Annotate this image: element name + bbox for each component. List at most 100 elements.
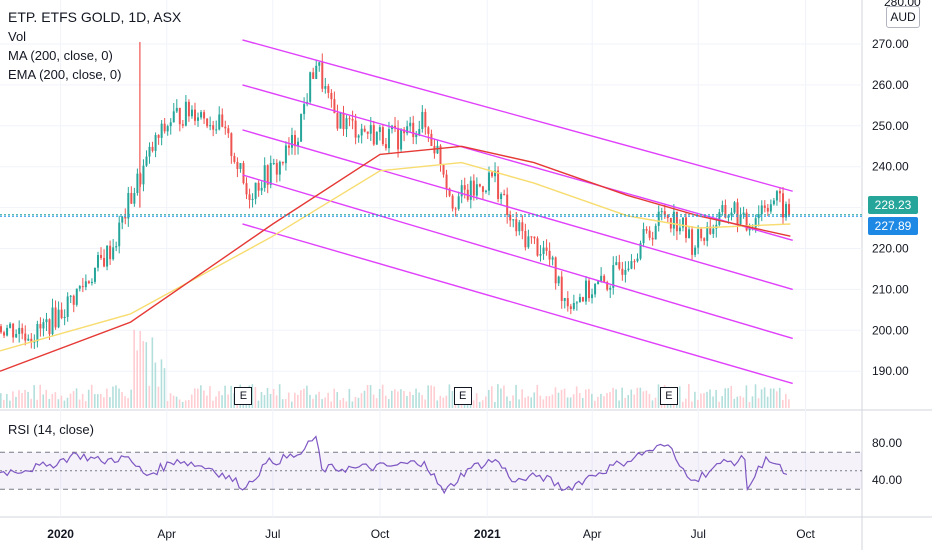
volume-bar [636, 387, 639, 408]
legend-vol[interactable]: Vol [8, 29, 27, 44]
volume-bar [266, 387, 269, 408]
volume-bar [303, 388, 305, 408]
volume-bar [678, 386, 681, 408]
candle-body [785, 204, 788, 218]
volume-bar [154, 362, 157, 408]
candle-body [121, 216, 124, 223]
candle-body [503, 194, 506, 196]
volume-bar [112, 386, 114, 408]
volume-bar [494, 401, 496, 408]
volume-bar [172, 395, 175, 408]
volume-bar [742, 397, 745, 408]
candle-body [157, 135, 160, 138]
volume-bar [366, 384, 369, 408]
candle-body [469, 180, 472, 200]
candle-body [636, 258, 639, 262]
volume-bar [594, 400, 596, 408]
candle-body [242, 163, 245, 184]
earnings-marker[interactable]: E [659, 387, 678, 405]
earnings-marker[interactable]: E [453, 387, 472, 405]
currency-button[interactable]: AUD [886, 6, 920, 28]
candle-body [757, 214, 760, 219]
volume-bar [221, 395, 223, 408]
candle-body [400, 129, 403, 150]
candle-body [145, 156, 148, 166]
earnings-marker[interactable]: E [234, 387, 253, 405]
volume-bar [709, 389, 711, 408]
candle-body [591, 294, 594, 299]
candle-body [175, 107, 178, 112]
ema-200-line [0, 145, 791, 372]
candle-body [197, 117, 200, 121]
volume-bar [306, 385, 308, 408]
volume-bar [169, 393, 172, 408]
volume-bar [751, 396, 754, 408]
candle-body [51, 307, 54, 335]
volume-bar [142, 341, 145, 408]
volume-bar [281, 399, 284, 408]
volume-bar [24, 389, 26, 408]
candle-body [369, 125, 372, 134]
volume-bar [254, 387, 257, 408]
candle-body [412, 122, 415, 138]
volume-bar [603, 396, 605, 408]
candle-body [487, 172, 490, 191]
volume-bar [478, 401, 481, 408]
channel-line [242, 174, 793, 340]
volume-bar [184, 400, 187, 408]
candle-body [103, 257, 106, 267]
volume-bar [775, 391, 778, 408]
price-tag-lower: 227.89 [868, 217, 918, 236]
candle-body [60, 309, 63, 318]
symbol-title[interactable]: ETP. ETFS GOLD, 1D, ASX [8, 9, 182, 25]
volume-bar [542, 399, 545, 408]
x-axis-tick: 2020 [47, 527, 74, 541]
candle-body [678, 227, 681, 232]
volume-bar [48, 398, 51, 408]
rsi-legend[interactable]: RSI (14, close) [8, 422, 94, 437]
candle-body [709, 226, 712, 234]
candle-body [245, 183, 248, 195]
volume-bar [481, 400, 484, 408]
candle-body [478, 184, 481, 187]
candle-body [651, 237, 654, 240]
y-axis-tick: 200.00 [872, 323, 909, 337]
candle-body [560, 276, 563, 301]
volume-bar [66, 397, 69, 408]
volume-bar [312, 398, 314, 408]
candle-body [133, 193, 136, 204]
candle-body [230, 133, 233, 156]
candle-body [397, 127, 400, 150]
candle-body [12, 323, 15, 338]
candle-body [45, 319, 48, 323]
candle-body [109, 245, 112, 260]
volume-bar [260, 392, 263, 408]
candle-body [512, 219, 515, 221]
candle-body [451, 195, 454, 209]
x-axis-tick: Apr [583, 527, 602, 541]
candle-body [342, 112, 345, 130]
legend-ema[interactable]: EMA (200, close, 0) [8, 67, 122, 82]
volume-bar [287, 392, 290, 408]
legend-ma[interactable]: MA (200, close, 0) [8, 48, 113, 63]
volume-bar [624, 397, 626, 408]
volume-bar [269, 394, 272, 408]
candle-body [278, 161, 281, 175]
candle-body [454, 208, 457, 210]
volume-bar [197, 388, 199, 408]
candle-body [481, 186, 484, 192]
volume-bar [63, 400, 66, 408]
volume-bar [778, 387, 781, 408]
candle-body [609, 287, 612, 290]
volume-bar [588, 388, 590, 408]
volume-bar [206, 395, 208, 408]
ma-200-line [0, 161, 791, 352]
candle-body [515, 219, 518, 232]
candle-body [387, 129, 390, 149]
candle-body [497, 170, 500, 199]
volume-bar [533, 392, 536, 408]
volume-bar [433, 386, 436, 408]
candle-body [169, 122, 172, 127]
candle-body [66, 296, 69, 317]
volume-bar [230, 385, 232, 408]
